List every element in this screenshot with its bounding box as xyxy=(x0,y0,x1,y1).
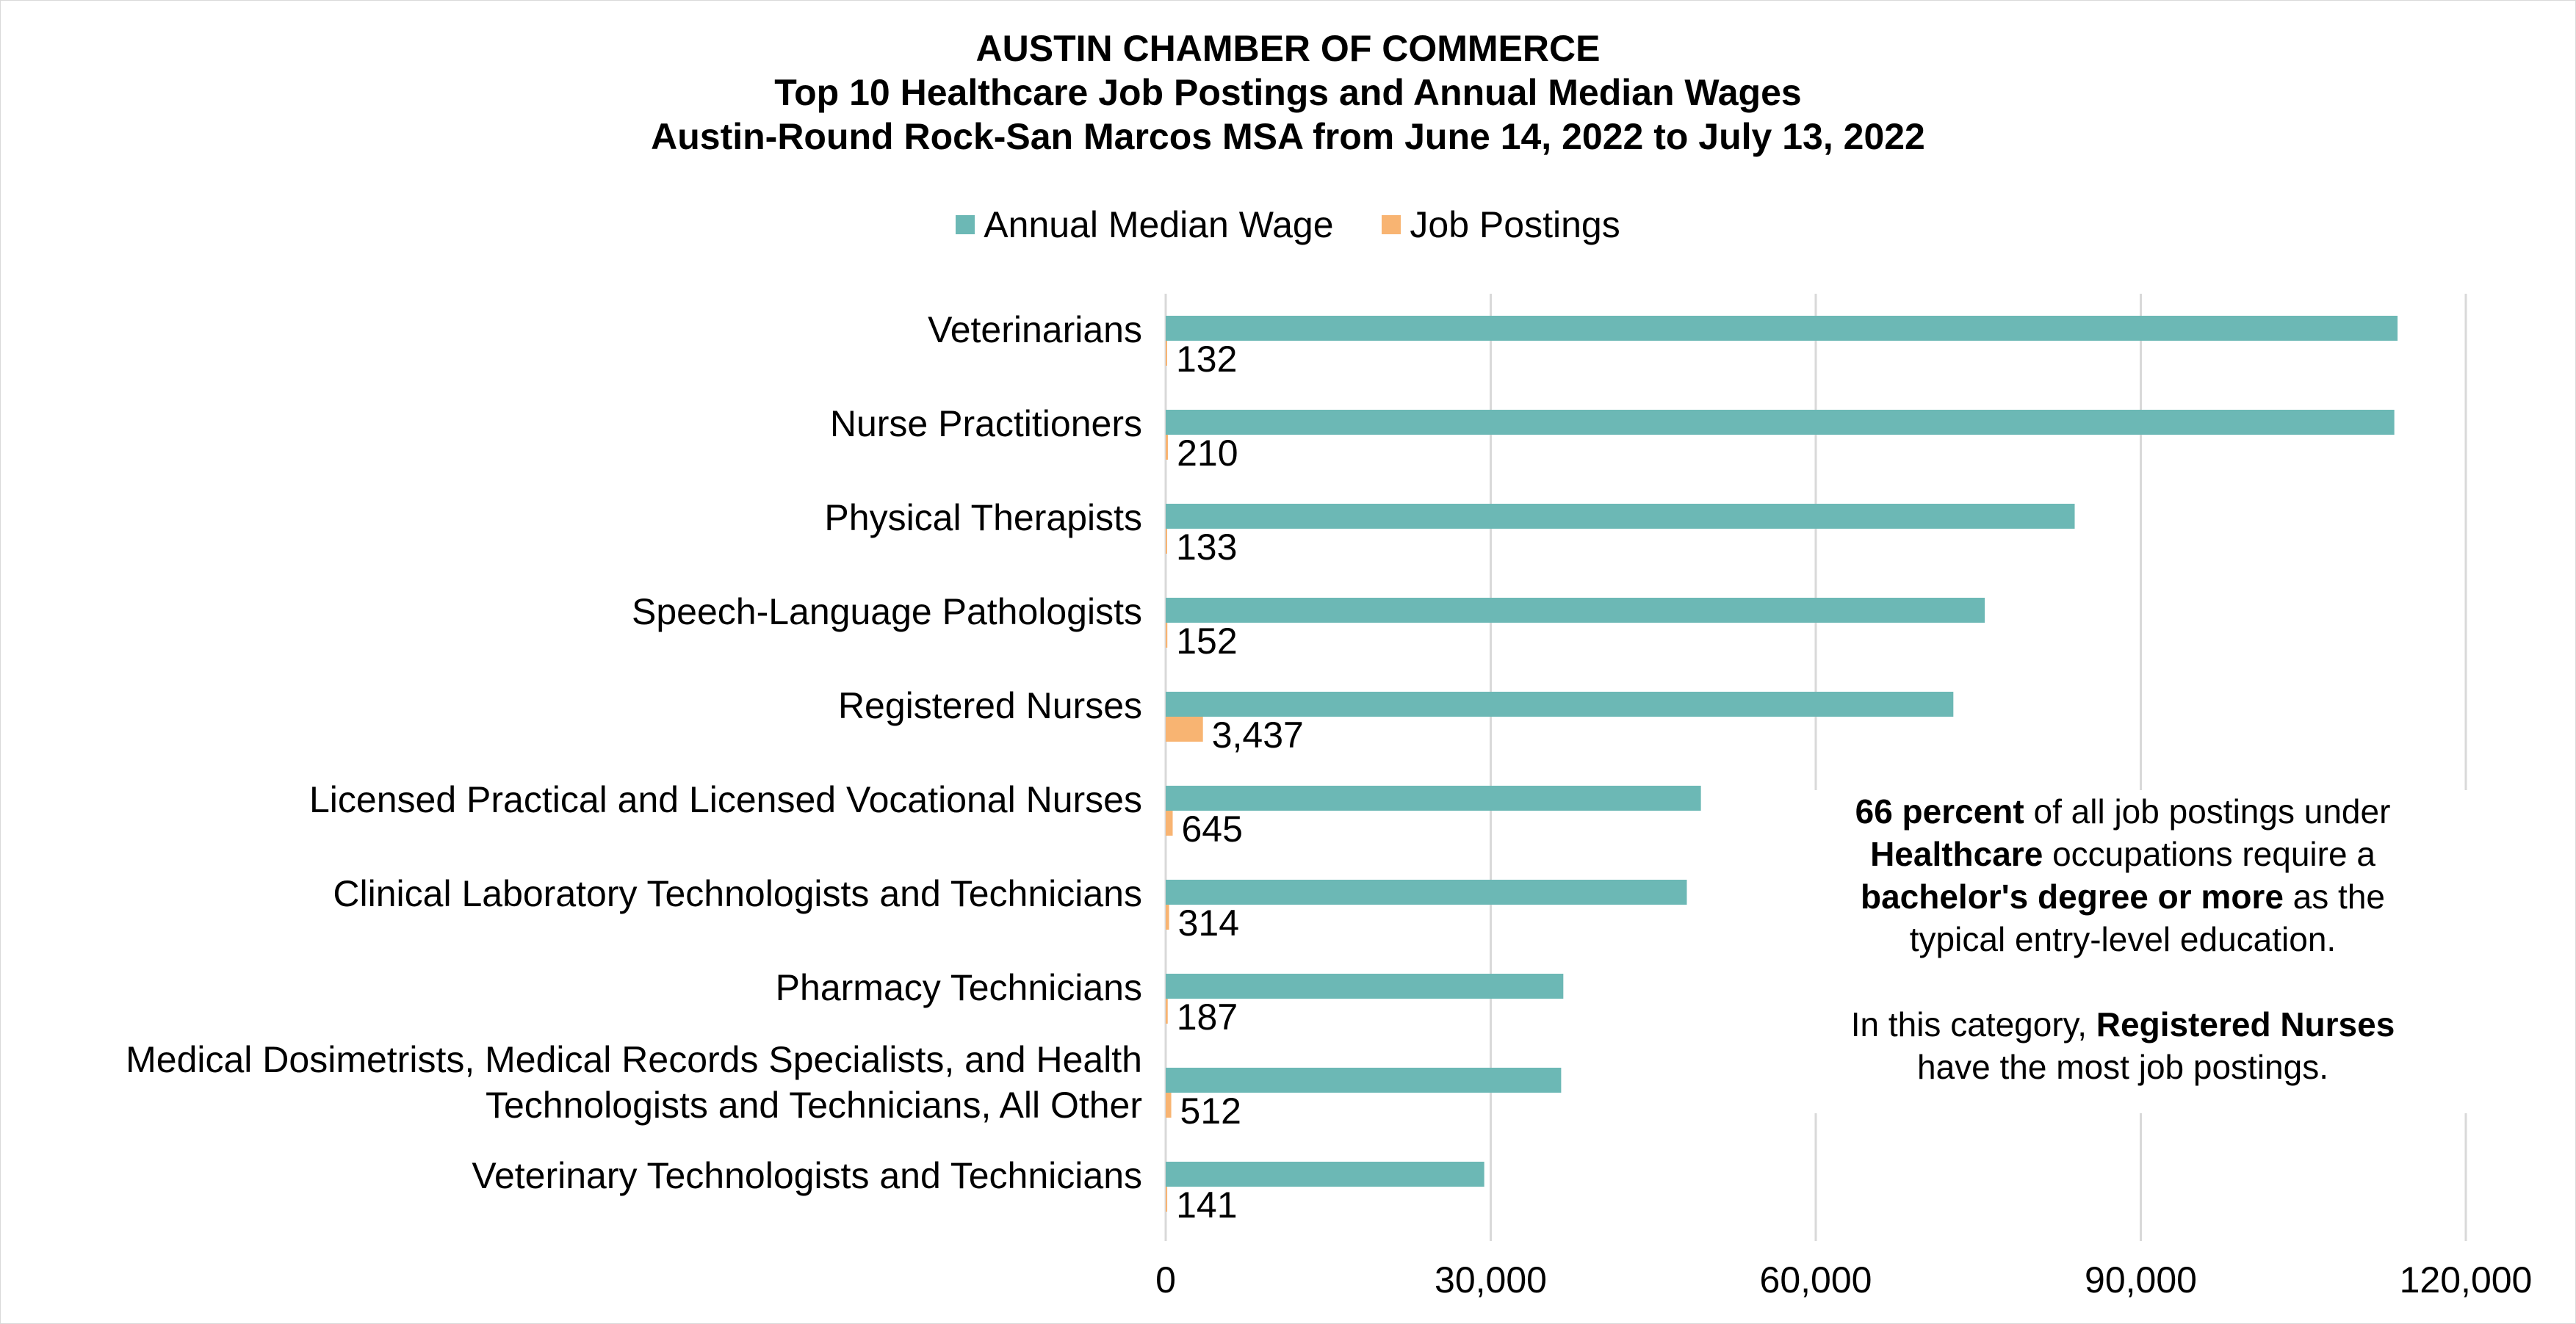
bar-job-postings xyxy=(1166,529,1167,554)
data-label-job-postings: 152 xyxy=(1176,621,1237,662)
category-label: Physical Therapists xyxy=(824,497,1142,538)
legend-item-annual-median-wage: Annual Median Wage xyxy=(956,203,1334,247)
bar-annual-median-wage xyxy=(1166,316,2398,341)
data-label-job-postings: 210 xyxy=(1177,433,1238,474)
data-label-job-postings: 141 xyxy=(1176,1184,1237,1226)
data-label-job-postings: 512 xyxy=(1180,1090,1241,1132)
data-label-job-postings: 645 xyxy=(1182,808,1243,850)
legend-label-job-postings: Job Postings xyxy=(1410,204,1620,245)
bar-job-postings xyxy=(1166,999,1168,1024)
x-tick-label: 0 xyxy=(1155,1259,1176,1301)
chart-titles: AUSTIN CHAMBER OF COMMERCE Top 10 Health… xyxy=(0,26,2576,159)
annotation-paragraph-1: 66 percent of all job postings under Heal… xyxy=(1855,792,2391,958)
bar-job-postings xyxy=(1166,1093,1172,1118)
bar-job-postings xyxy=(1166,1187,1168,1212)
bar-job-postings xyxy=(1166,435,1169,460)
bar-annual-median-wage xyxy=(1166,504,2075,529)
chart-legend: Annual Median Wage Job Postings xyxy=(0,200,2576,247)
data-label-job-postings: 187 xyxy=(1177,996,1238,1038)
category-label: Nurse Practitioners xyxy=(830,403,1142,444)
category-label: Speech-Language Pathologists xyxy=(632,591,1142,632)
legend-swatch-annual-median-wage xyxy=(956,215,975,234)
chart-title: AUSTIN CHAMBER OF COMMERCE xyxy=(975,28,1601,69)
legend-item-job-postings: Job Postings xyxy=(1382,203,1620,247)
bar-annual-median-wage xyxy=(1166,974,1564,999)
bar-annual-median-wage xyxy=(1166,786,1701,811)
bar-annual-median-wage xyxy=(1166,1162,1484,1187)
bar-job-postings xyxy=(1166,905,1169,930)
x-tick-label: 120,000 xyxy=(2400,1259,2533,1301)
bar-annual-median-wage xyxy=(1166,880,1687,905)
chart-subtitle-line-2: Austin-Round Rock-San Marcos MSA from Ju… xyxy=(651,116,1925,157)
category-label: Pharmacy Technicians xyxy=(776,967,1142,1008)
data-label-job-postings: 3,437 xyxy=(1212,715,1304,756)
category-label: Veterinary Technologists and Technicians xyxy=(472,1155,1142,1196)
bar-job-postings xyxy=(1166,341,1167,366)
bar-annual-median-wage xyxy=(1166,692,1954,717)
legend-label-annual-median-wage: Annual Median Wage xyxy=(984,204,1334,245)
bar-job-postings xyxy=(1166,623,1168,648)
category-label: Veterinarians xyxy=(928,309,1142,350)
category-label: Licensed Practical and Licensed Vocation… xyxy=(309,779,1142,820)
annotation-textbox: 66 percent of all job postings under Heal… xyxy=(1733,790,2512,1113)
x-tick-label: 90,000 xyxy=(2085,1259,2197,1301)
annotation-paragraph-2: In this category, Registered Nurses have … xyxy=(1850,1005,2395,1086)
bar-annual-median-wage xyxy=(1166,1068,1562,1093)
bar-job-postings xyxy=(1166,811,1173,836)
chart-subtitle-line-1: Top 10 Healthcare Job Postings and Annua… xyxy=(774,72,1802,113)
category-label: Clinical Laboratory Technologists and Te… xyxy=(333,873,1142,914)
x-tick-label: 60,000 xyxy=(1760,1259,1872,1301)
bar-annual-median-wage xyxy=(1166,598,1985,623)
data-label-job-postings: 132 xyxy=(1176,339,1237,380)
data-label-job-postings: 133 xyxy=(1176,527,1237,568)
category-label: Technologists and Technicians, All Other xyxy=(486,1085,1142,1126)
bar-job-postings xyxy=(1166,717,1203,742)
x-tick-label: 30,000 xyxy=(1435,1259,1547,1301)
data-label-job-postings: 314 xyxy=(1178,902,1239,944)
bar-annual-median-wage xyxy=(1166,410,2395,435)
category-label: Medical Dosimetrists, Medical Records Sp… xyxy=(126,1039,1142,1080)
category-label: Registered Nurses xyxy=(838,685,1142,726)
legend-swatch-job-postings xyxy=(1382,215,1401,234)
